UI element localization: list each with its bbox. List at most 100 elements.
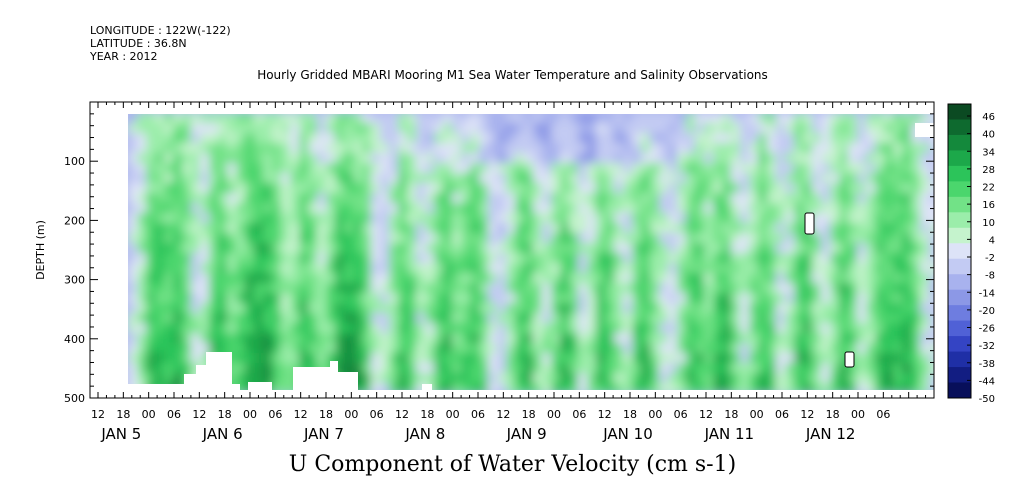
colorbar-swatch [948,289,971,306]
variable-title: U Component of Water Velocity (cm s-1) [288,452,737,477]
x-day-label: JAN 6 [202,425,243,443]
heatmap-field [128,113,934,390]
colorbar-label: 40 [982,130,995,141]
mask-region [804,212,815,235]
x-hour-label: 18 [116,408,130,421]
x-day-label: JAN 7 [303,425,344,443]
colorbar-swatch [948,212,971,229]
colorbar-swatch [948,320,971,337]
colorbar-label: -2 [985,253,995,264]
colorbar-label: -8 [985,271,995,282]
mask-region [915,123,934,137]
latitude-text: LATITUDE : 36.8N [90,37,187,50]
x-hour-label: 00 [648,408,662,421]
mask-region [128,352,240,390]
colorbar-swatch [948,243,971,260]
x-hour-label: 18 [522,408,536,421]
colorbar-label: 4 [989,235,995,246]
x-hour-label: 18 [724,408,738,421]
y-tick-label: 300 [64,274,85,287]
x-hour-label: 06 [674,408,688,421]
x-hour-label: 06 [167,408,181,421]
x-axis: 12 18 00 06 12 18 00 06 12 18 00 06 12 18 00 06 12 18 00 06… [91,392,935,443]
y-tick-label: 500 [64,392,85,405]
x-hour-label: 12 [800,408,814,421]
x-hour-label: 12 [496,408,510,421]
colorbar-swatch [948,336,971,353]
colorbar-label: 46 [982,112,995,123]
x-day-label: JAN 8 [404,425,445,443]
colorbar-label: -38 [979,359,995,370]
colorbar-swatch [948,258,971,275]
colorbar-label: 16 [982,200,995,211]
colorbar-swatch [948,181,971,198]
y-tick-label: 100 [64,155,85,168]
colorbar-label: 28 [982,165,995,176]
colorbar-swatch [948,104,971,120]
x-hour-label: 06 [572,408,586,421]
y-tick-label: 200 [64,214,85,227]
mask-region [422,384,432,390]
mask-region [248,382,272,390]
chart-title: Hourly Gridded MBARI Mooring M1 Sea Wate… [257,68,768,82]
x-hour-label: 06 [268,408,282,421]
colorbar-label: 10 [982,218,995,229]
x-hour-label: 12 [699,408,713,421]
x-hour-label: 06 [471,408,485,421]
x-hour-label: 00 [344,408,358,421]
mask-region [293,361,358,390]
colorbar-swatch [948,382,971,399]
x-hour-label: 12 [192,408,206,421]
colorbar-label: -32 [979,341,995,352]
colorbar-swatch [948,351,971,368]
x-hour-label: 00 [547,408,561,421]
year-text: YEAR : 2012 [90,50,158,63]
colorbar-label: 34 [982,147,995,158]
colorbar-swatch [948,119,971,136]
y-axis-label: DEPTH (m) [34,220,47,280]
x-hour-label: 06 [775,408,789,421]
x-hour-label: 12 [294,408,308,421]
longitude-text: LONGITUDE : 122W(-122) [90,24,231,37]
y-tick-label: 400 [64,333,85,346]
colorbar-swatch [948,305,971,322]
colorbar-label: -50 [979,394,995,405]
y-axis: 100 200 300 400 500 DEPTH (m) [34,113,934,405]
colorbar-label: -44 [979,376,995,387]
metadata-block: LONGITUDE : 122W(-122) LATITUDE : 36.8N … [90,24,231,63]
x-hour-label: 06 [370,408,384,421]
colorbar-label: 22 [982,183,995,194]
x-day-label: JAN 10 [602,425,653,443]
x-hour-label: 00 [446,408,460,421]
x-hour-label: 00 [243,408,257,421]
colorbar-label: -20 [979,306,995,317]
colorbar-swatch [948,367,971,384]
x-hour-label: 18 [623,408,637,421]
colorbar-swatch [948,196,971,213]
colorbar-swatch [948,274,971,291]
colorbar: 46 40 34 28 22 16 10 4 -2 -8 -14 -20 -26 -32 -38 -44 -50 [947,103,995,405]
x-hour-label: 12 [598,408,612,421]
mask-region [844,351,855,368]
x-hour-label: 18 [319,408,333,421]
x-hour-label: 00 [750,408,764,421]
x-day-label: JAN 5 [100,425,141,443]
x-hour-label: 18 [420,408,434,421]
x-hour-label: 00 [851,408,865,421]
x-hour-label: 06 [876,408,890,421]
colorbar-label: -14 [979,288,995,299]
x-hour-label: 18 [218,408,232,421]
colorbar-label: -26 [979,324,995,335]
x-day-label: JAN 11 [704,425,755,443]
x-day-label: JAN 9 [506,425,547,443]
x-day-label: JAN 12 [805,425,856,443]
missing-data-masks [91,103,934,397]
colorbar-swatch [948,134,971,151]
x-hour-label: 00 [142,408,156,421]
x-hour-label: 12 [91,408,105,421]
colorbar-swatch [948,227,971,244]
x-hour-label: 12 [395,408,409,421]
colorbar-swatch [948,165,971,182]
x-hour-label: 18 [826,408,840,421]
